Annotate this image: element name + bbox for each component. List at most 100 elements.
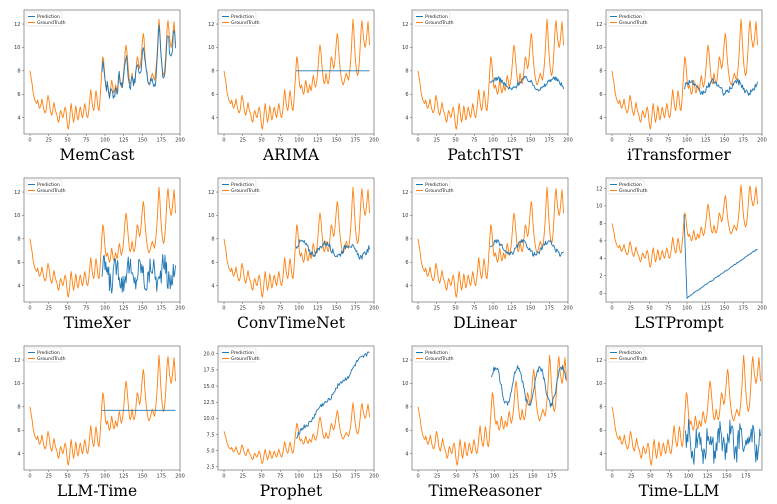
chart-panel-lstprompt: 0 25 50 75 100 125 150 175 200 0 2 4 6 8 10 12 Predictio… (582, 168, 776, 336)
x-tick-label: 150 (722, 474, 732, 480)
y-tick-label: 6 (405, 260, 408, 266)
x-tick-label: 50 (452, 138, 458, 144)
y-tick-label: 4 (211, 283, 214, 289)
y-tick-label: 8 (599, 405, 602, 411)
y-tick-label: 4 (599, 115, 602, 121)
legend-label-prediction: Prediction (231, 350, 254, 356)
panel-title: PatchTST (447, 146, 523, 164)
y-tick-label: 6 (17, 92, 20, 98)
x-tick-label: 100 (100, 474, 110, 480)
x-tick-label: 125 (313, 306, 323, 312)
chart-panel-timexer: 0 25 50 75 100 125 150 175 200 4 6 8 10 12 Prediction G… (0, 168, 194, 336)
ground-truth-line (417, 354, 567, 466)
y-tick-label: 7.5 (207, 432, 215, 438)
x-tick-label: 125 (701, 138, 711, 144)
x-tick-label: 175 (350, 138, 360, 144)
y-tick-label: 6 (599, 428, 602, 434)
ground-truth-line (223, 18, 370, 130)
y-tick-label: 5.0 (207, 448, 215, 454)
x-tick-label: 0 (611, 474, 614, 480)
axes-frame (411, 345, 569, 471)
x-tick-label: 125 (507, 138, 517, 144)
x-tick-label: 75 (83, 138, 89, 144)
axes-frame (23, 9, 181, 135)
x-tick-label: 175 (738, 138, 748, 144)
x-tick-label: 175 (156, 138, 166, 144)
x-tick-label: 50 (64, 474, 70, 480)
panel-title: iTransformer (627, 146, 731, 164)
x-tick-label: 175 (738, 306, 748, 312)
chart-panel-memcast: 0 25 50 75 100 125 150 175 200 4 6 8 10 12 Prediction G… (0, 0, 194, 168)
x-tick-label: 175 (350, 474, 360, 480)
ground-truth-line (417, 18, 564, 130)
x-tick-label: 0 (28, 474, 31, 480)
x-tick-label: 175 (350, 306, 360, 312)
x-tick-label: 175 (544, 306, 554, 312)
chart-panel-patchtst: 0 25 50 75 100 125 150 175 200 4 6 8 10 12 Prediction G… (388, 0, 582, 168)
y-tick-label: 8 (211, 69, 214, 75)
y-tick-label: 20.0 (203, 352, 214, 358)
x-tick-label: 75 (277, 474, 283, 480)
legend-label-prediction: Prediction (425, 350, 448, 356)
y-tick-label: 8 (405, 237, 408, 243)
ground-truth-line (29, 18, 176, 130)
y-tick-label: 10 (402, 45, 408, 51)
y-tick-label: 4 (211, 115, 214, 121)
prediction-line (489, 75, 564, 92)
x-tick-label: 100 (294, 306, 304, 312)
y-tick-label: 4 (599, 451, 602, 457)
axes-frame (411, 9, 569, 135)
x-tick-label: 175 (547, 474, 557, 480)
x-tick-label: 25 (46, 306, 52, 312)
y-tick-label: 12 (208, 22, 214, 28)
x-tick-label: 0 (416, 306, 419, 312)
legend-label-prediction: Prediction (37, 182, 60, 188)
legend-label-groundtruth: GroundTruth (231, 356, 260, 362)
legend-label-groundtruth: GroundTruth (231, 188, 260, 194)
x-tick-label: 50 (452, 306, 458, 312)
x-tick-label: 50 (646, 306, 652, 312)
prediction-line (295, 239, 370, 260)
legend-label-prediction: Prediction (425, 182, 448, 188)
y-tick-label: 12 (402, 22, 408, 28)
ground-truth-line (223, 186, 370, 298)
x-tick-label: 200 (369, 474, 379, 480)
chart-svg: 0 25 50 75 100 125 150 175 200 4 6 8 10 12 PredictionG… (208, 9, 379, 144)
x-tick-label: 200 (757, 306, 767, 312)
y-tick-label: 10 (14, 45, 20, 51)
x-tick-label: 50 (647, 474, 653, 480)
y-tick-label: 12 (596, 22, 602, 28)
y-tick-label: 10.0 (203, 416, 214, 422)
x-tick-label: 0 (222, 474, 225, 480)
panel-title: ConvTimeNet (236, 314, 346, 332)
x-tick-label: 50 (453, 474, 459, 480)
axes-frame (217, 9, 375, 135)
x-tick-label: 150 (528, 474, 538, 480)
chart-svg: 0 25 50 75 100 125 150 175 200 4 6 8 10 12 PredictionG… (14, 345, 185, 480)
panel-title: LSTPrompt (634, 314, 724, 332)
legend-label-prediction: Prediction (619, 14, 642, 20)
x-tick-label: 0 (417, 474, 420, 480)
x-tick-label: 25 (628, 138, 634, 144)
x-tick-label: 25 (628, 474, 634, 480)
y-tick-label: 6 (405, 92, 408, 98)
axes-frame (411, 177, 569, 303)
legend-label-prediction: Prediction (425, 14, 448, 20)
chart-svg: 0 25 50 75 100 125 150 175 200 4 6 8 10 12 PredictionG… (402, 177, 573, 312)
y-tick-label: 15.0 (203, 384, 214, 390)
x-tick-label: 0 (416, 138, 419, 144)
y-tick-label: 4 (405, 115, 408, 121)
x-tick-label: 75 (277, 306, 283, 312)
chart-panel-time-llm: 0 25 50 75 100 125 150 175 4 6 8 10 12 Prediction Grou… (582, 336, 776, 504)
x-tick-label: 50 (646, 138, 652, 144)
legend-label-groundtruth: GroundTruth (619, 20, 648, 26)
prediction-line (489, 239, 564, 257)
legend-label-groundtruth: GroundTruth (231, 20, 260, 26)
x-tick-label: 150 (720, 138, 730, 144)
y-tick-label: 8 (405, 69, 408, 75)
x-tick-label: 75 (471, 138, 477, 144)
x-tick-label: 0 (222, 138, 225, 144)
y-tick-label: 10 (402, 213, 408, 219)
